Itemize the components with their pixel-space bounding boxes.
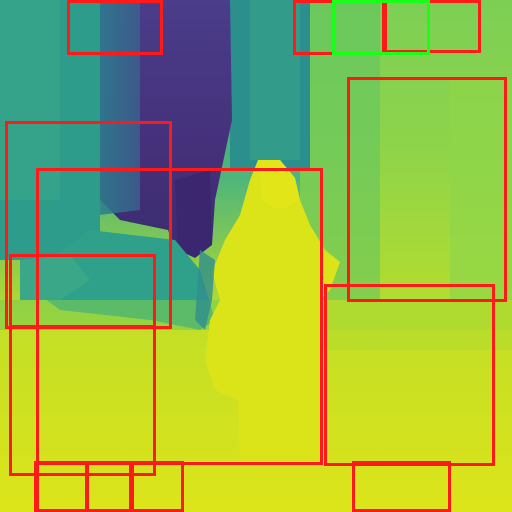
depth-map-image <box>0 0 512 512</box>
depth-map-view <box>0 0 512 512</box>
